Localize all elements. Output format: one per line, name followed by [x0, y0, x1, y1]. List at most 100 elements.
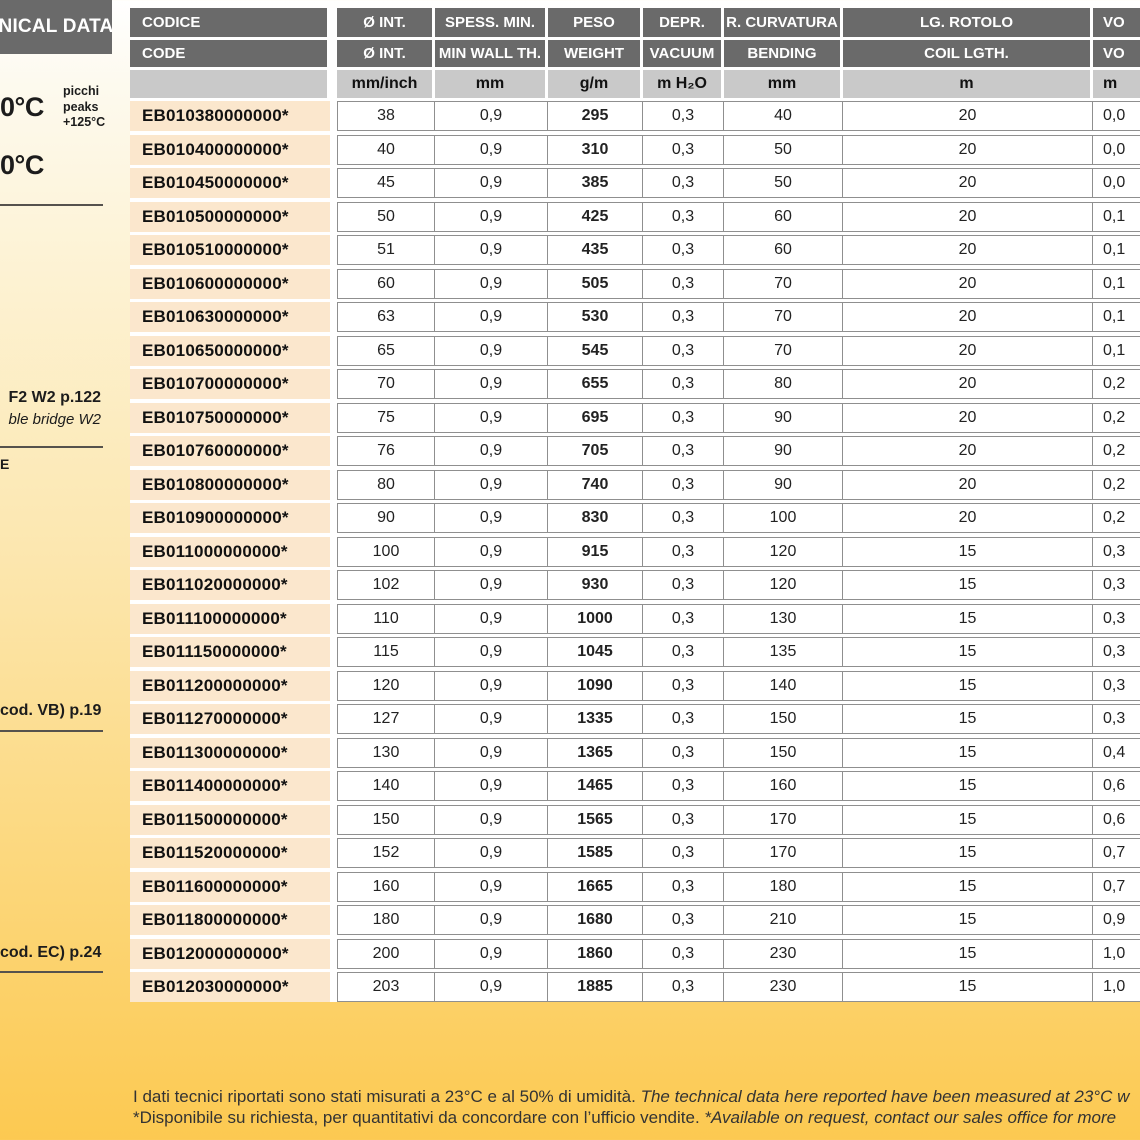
cell-volume: 0,0 [1093, 134, 1140, 165]
cell-min-wall: 0,9 [435, 637, 548, 667]
cell-volume: 0,3 [1093, 570, 1140, 600]
cell-coil-length: 20 [843, 369, 1093, 399]
cell-weight: 740 [548, 469, 643, 500]
column-gap [330, 604, 337, 634]
sidebar-technical-data-title: NICAL DATA [0, 0, 112, 54]
temp-max-label: 0°C [0, 92, 44, 122]
cell-coil-length: 20 [843, 134, 1093, 165]
cell-bending-radius: 135 [724, 637, 843, 667]
cell-bending-radius: 140 [724, 670, 843, 701]
cell-min-wall: 0,9 [435, 603, 548, 634]
cell-volume: 0,1 [1093, 302, 1140, 332]
cell-bending-radius: 150 [724, 704, 843, 734]
cell-vacuum: 0,3 [643, 235, 724, 265]
cell-bending-radius: 70 [724, 302, 843, 332]
footer-note: I dati tecnici riportati sono stati misu… [133, 1086, 1129, 1128]
cell-diameter: 76 [337, 436, 435, 466]
cell-diameter: 120 [337, 670, 435, 701]
cell-coil-length: 20 [843, 201, 1093, 232]
cell-code: EB011100000000* [130, 603, 330, 634]
unit-coil-length: m [843, 70, 1093, 98]
column-gap [330, 671, 337, 701]
cell-coil-length: 15 [843, 838, 1093, 868]
cell-volume: 0,1 [1093, 201, 1140, 232]
header-en-volume: VO [1093, 40, 1140, 67]
cell-weight: 530 [548, 302, 643, 332]
cell-diameter: 110 [337, 603, 435, 634]
column-gap [330, 771, 337, 801]
cell-vacuum: 0,3 [643, 335, 724, 366]
cell-code: EB011200000000* [130, 670, 330, 701]
cell-code: EB010700000000* [130, 369, 330, 399]
cell-bending-radius: 150 [724, 737, 843, 768]
temp-peaks-line-en: peaks [63, 99, 99, 114]
cell-volume: 0,2 [1093, 402, 1140, 433]
cell-coil-length: 20 [843, 168, 1093, 198]
table-row: EB011270000000* 127 0,9 1335 0,3 150 15 0,3 [130, 704, 1140, 734]
footer-line-1: I dati tecnici riportati sono stati misu… [133, 1086, 1129, 1107]
table-row: EB010650000000* 65 0,9 545 0,3 70 20 0,1 [130, 335, 1140, 366]
table-header: CODICE Ø INT. SPESS. MIN. PESO DEPR. R. CURVA… [130, 8, 1140, 98]
cell-min-wall: 0,9 [435, 335, 548, 366]
column-gap [330, 939, 337, 969]
cell-vacuum: 0,3 [643, 704, 724, 734]
cell-vacuum: 0,3 [643, 570, 724, 600]
footer-line2-it-text: *Disponibile su richiesta, per quantitat… [133, 1108, 705, 1127]
temp-peaks-value: +125°C [63, 115, 106, 129]
cell-coil-length: 20 [843, 503, 1093, 533]
cell-code: EB010400000000* [130, 134, 330, 165]
column-gap [330, 135, 337, 165]
table-row: EB012030000000* 203 0,9 1885 0,3 230 15 1,0 [130, 972, 1140, 1002]
table-row: EB010900000000* 90 0,9 830 0,3 100 20 0,2 [130, 503, 1140, 533]
cell-code: EB011020000000* [130, 570, 330, 600]
cell-bending-radius: 90 [724, 469, 843, 500]
cell-bending-radius: 70 [724, 268, 843, 299]
table-row: EB011150000000* 115 0,9 1045 0,3 135 15 0,3 [130, 637, 1140, 667]
unit-min-wall: mm [435, 70, 548, 98]
cell-vacuum: 0,3 [643, 201, 724, 232]
cell-coil-length: 15 [843, 972, 1093, 1002]
cell-coil-length: 20 [843, 436, 1093, 466]
column-gap [330, 570, 337, 600]
cell-weight: 1090 [548, 670, 643, 701]
cell-coil-length: 15 [843, 536, 1093, 567]
cell-volume: 0,4 [1093, 737, 1140, 768]
cell-diameter: 102 [337, 570, 435, 600]
cell-code: EB010450000000* [130, 168, 330, 198]
cell-vacuum: 0,3 [643, 101, 724, 131]
table-row: EB010760000000* 76 0,9 705 0,3 90 20 0,2 [130, 436, 1140, 466]
cell-coil-length: 20 [843, 469, 1093, 500]
cell-coil-length: 15 [843, 905, 1093, 935]
table-row: EB011020000000* 102 0,9 930 0,3 120 15 0,3 [130, 570, 1140, 600]
cell-coil-length: 15 [843, 704, 1093, 734]
cell-diameter: 70 [337, 369, 435, 399]
column-gap [330, 704, 337, 734]
cell-diameter: 115 [337, 637, 435, 667]
cell-min-wall: 0,9 [435, 503, 548, 533]
cell-diameter: 100 [337, 536, 435, 567]
cell-min-wall: 0,9 [435, 804, 548, 835]
cell-code: EB010900000000* [130, 503, 330, 533]
table-row: EB011200000000* 120 0,9 1090 0,3 140 15 0,3 [130, 670, 1140, 701]
cell-weight: 930 [548, 570, 643, 600]
cell-weight: 1465 [548, 771, 643, 801]
table-row: EB011000000000* 100 0,9 915 0,3 120 15 0,3 [130, 536, 1140, 567]
cell-code: EB010600000000* [130, 268, 330, 299]
cell-vacuum: 0,3 [643, 670, 724, 701]
column-gap [330, 336, 337, 366]
cell-bending-radius: 70 [724, 335, 843, 366]
cell-volume: 0,3 [1093, 536, 1140, 567]
cell-min-wall: 0,9 [435, 871, 548, 902]
cell-volume: 0,7 [1093, 838, 1140, 868]
cell-diameter: 38 [337, 101, 435, 131]
cell-coil-length: 15 [843, 670, 1093, 701]
cell-bending-radius: 90 [724, 436, 843, 466]
table-row: EB011500000000* 150 0,9 1565 0,3 170 15 0,6 [130, 804, 1140, 835]
cell-min-wall: 0,9 [435, 235, 548, 265]
temp-min-label: 0°C [0, 150, 44, 180]
sidebar-divider-4 [0, 971, 103, 973]
cell-volume: 0,1 [1093, 235, 1140, 265]
table-row: EB011300000000* 130 0,9 1365 0,3 150 15 0,4 [130, 737, 1140, 768]
cell-coil-length: 20 [843, 302, 1093, 332]
unit-code [130, 70, 330, 98]
